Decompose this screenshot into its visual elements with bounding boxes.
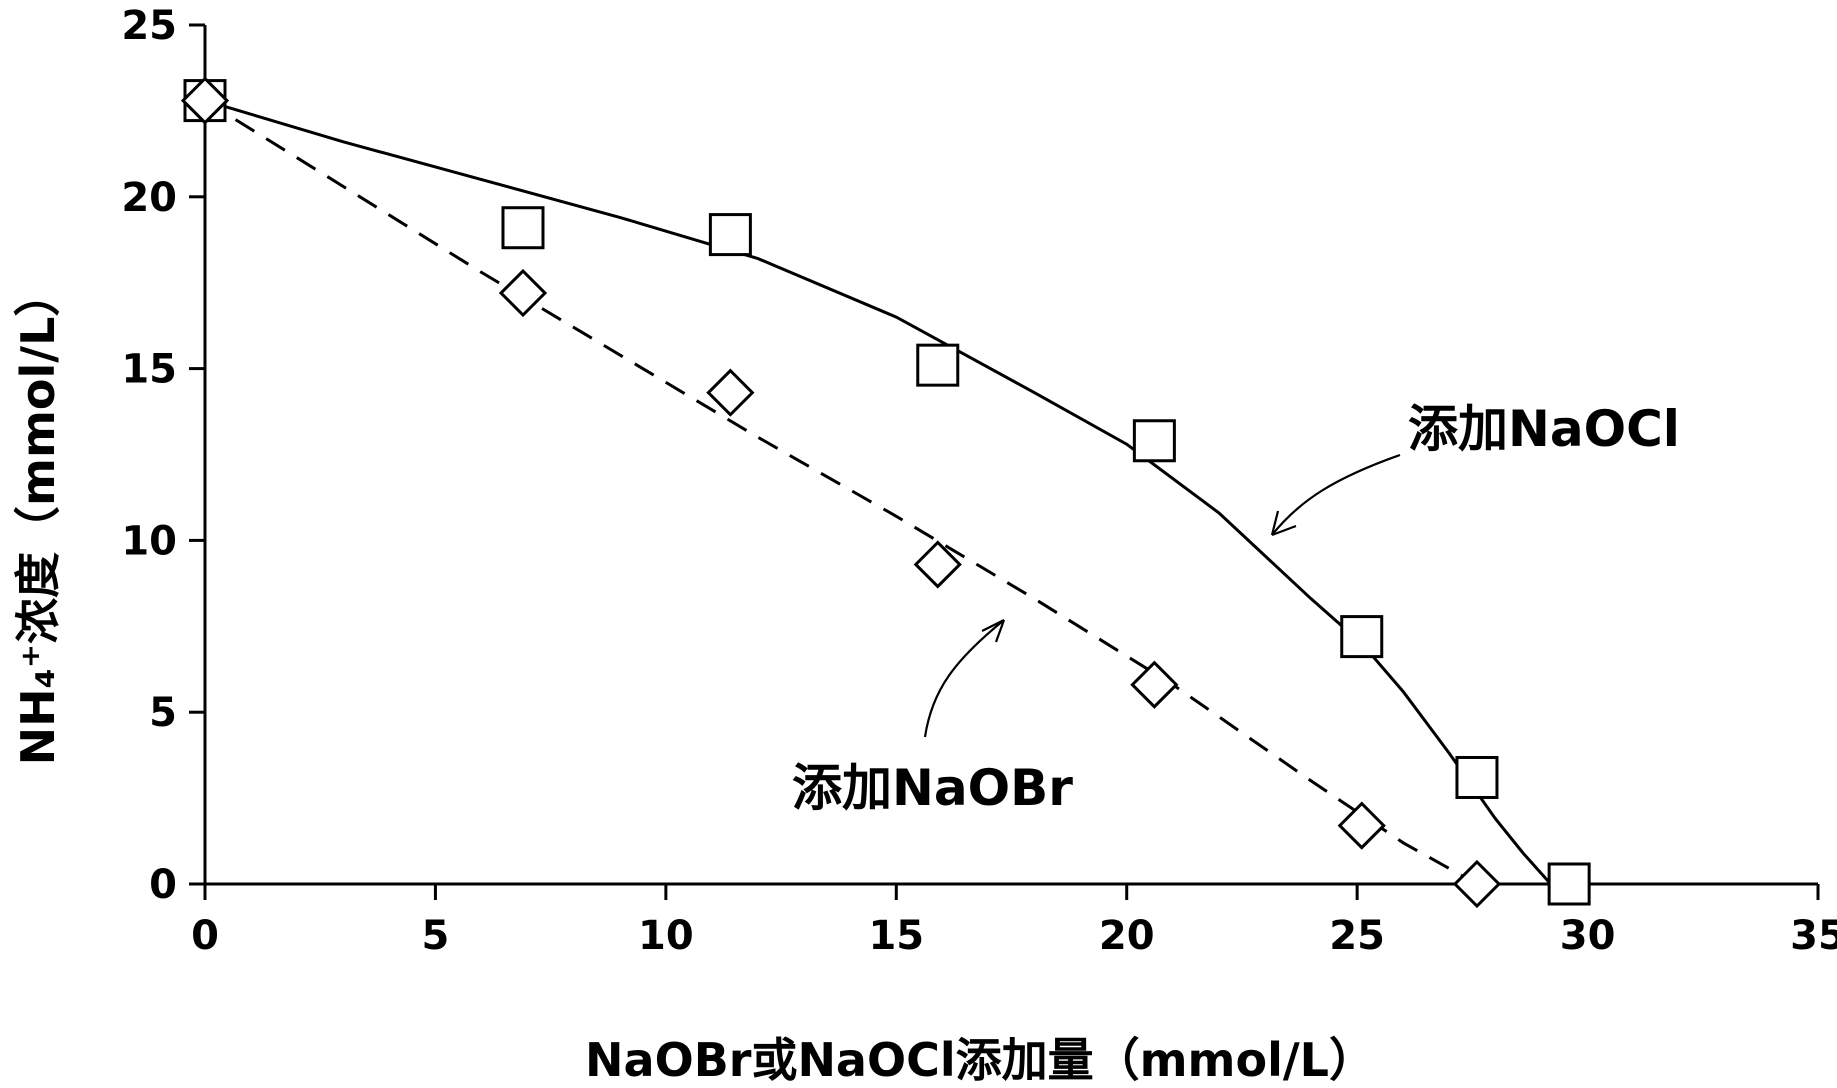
- naobr-data-point: [1337, 801, 1386, 850]
- naocl-data-point: [1455, 755, 1499, 799]
- y-axis-title: NH₄⁺浓度（mmol/L）: [11, 271, 65, 766]
- x-tick-label: 25: [1329, 913, 1385, 959]
- y-tick-label: 10: [121, 518, 177, 564]
- naobr-data-point: [913, 540, 962, 589]
- naocl-data-point: [1547, 862, 1591, 906]
- y-tick-label: 5: [149, 690, 177, 736]
- naobr-fit-curve: [204, 99, 1478, 886]
- x-axis-title: NaOBr或NaOCl添加量（mmol/L）: [585, 1033, 1375, 1087]
- x-tick-label: 5: [422, 913, 450, 959]
- y-tick-label: 25: [121, 3, 177, 49]
- naobr-data-point: [180, 76, 230, 125]
- naocl-data-point: [1340, 615, 1384, 659]
- annotation-naobr-label: 添加NaOBr: [792, 759, 1073, 817]
- axes-group: 0 5 10 15 20 25 30 35 0 5 10 15 20 25: [121, 3, 1837, 959]
- x-tick-label: 0: [191, 913, 219, 959]
- annotation-naocl-label: 添加NaOCl: [1408, 400, 1680, 458]
- naocl-data-point: [1132, 419, 1176, 463]
- markers-group: [180, 76, 1591, 909]
- x-tick-label: 35: [1790, 913, 1837, 959]
- x-tick-label: 15: [868, 913, 924, 959]
- annotation-naobr-arrow: [923, 619, 1005, 738]
- x-tick-label: 20: [1099, 913, 1155, 959]
- annotations-group: 添加NaOCl 添加NaOBr: [792, 400, 1680, 817]
- naobr-data-point: [706, 368, 755, 417]
- y-tick-label: 15: [121, 347, 177, 393]
- annotation-naocl-arrowhead: [1270, 510, 1297, 537]
- x-tick-label: 10: [638, 913, 694, 959]
- naocl-data-point: [501, 206, 545, 250]
- naocl-data-point: [916, 343, 960, 387]
- naobr-data-point: [1452, 859, 1502, 909]
- x-tick-label: 30: [1560, 913, 1616, 959]
- naobr-data-point: [498, 268, 548, 318]
- naocl-data-point: [708, 213, 752, 257]
- y-tick-label: 20: [121, 175, 177, 221]
- naobr-data-point: [1130, 660, 1179, 709]
- annotation-naobr-arrowhead: [981, 619, 1006, 643]
- annotation-naocl-arrow: [1271, 453, 1401, 536]
- y-tick-label: 0: [149, 862, 177, 908]
